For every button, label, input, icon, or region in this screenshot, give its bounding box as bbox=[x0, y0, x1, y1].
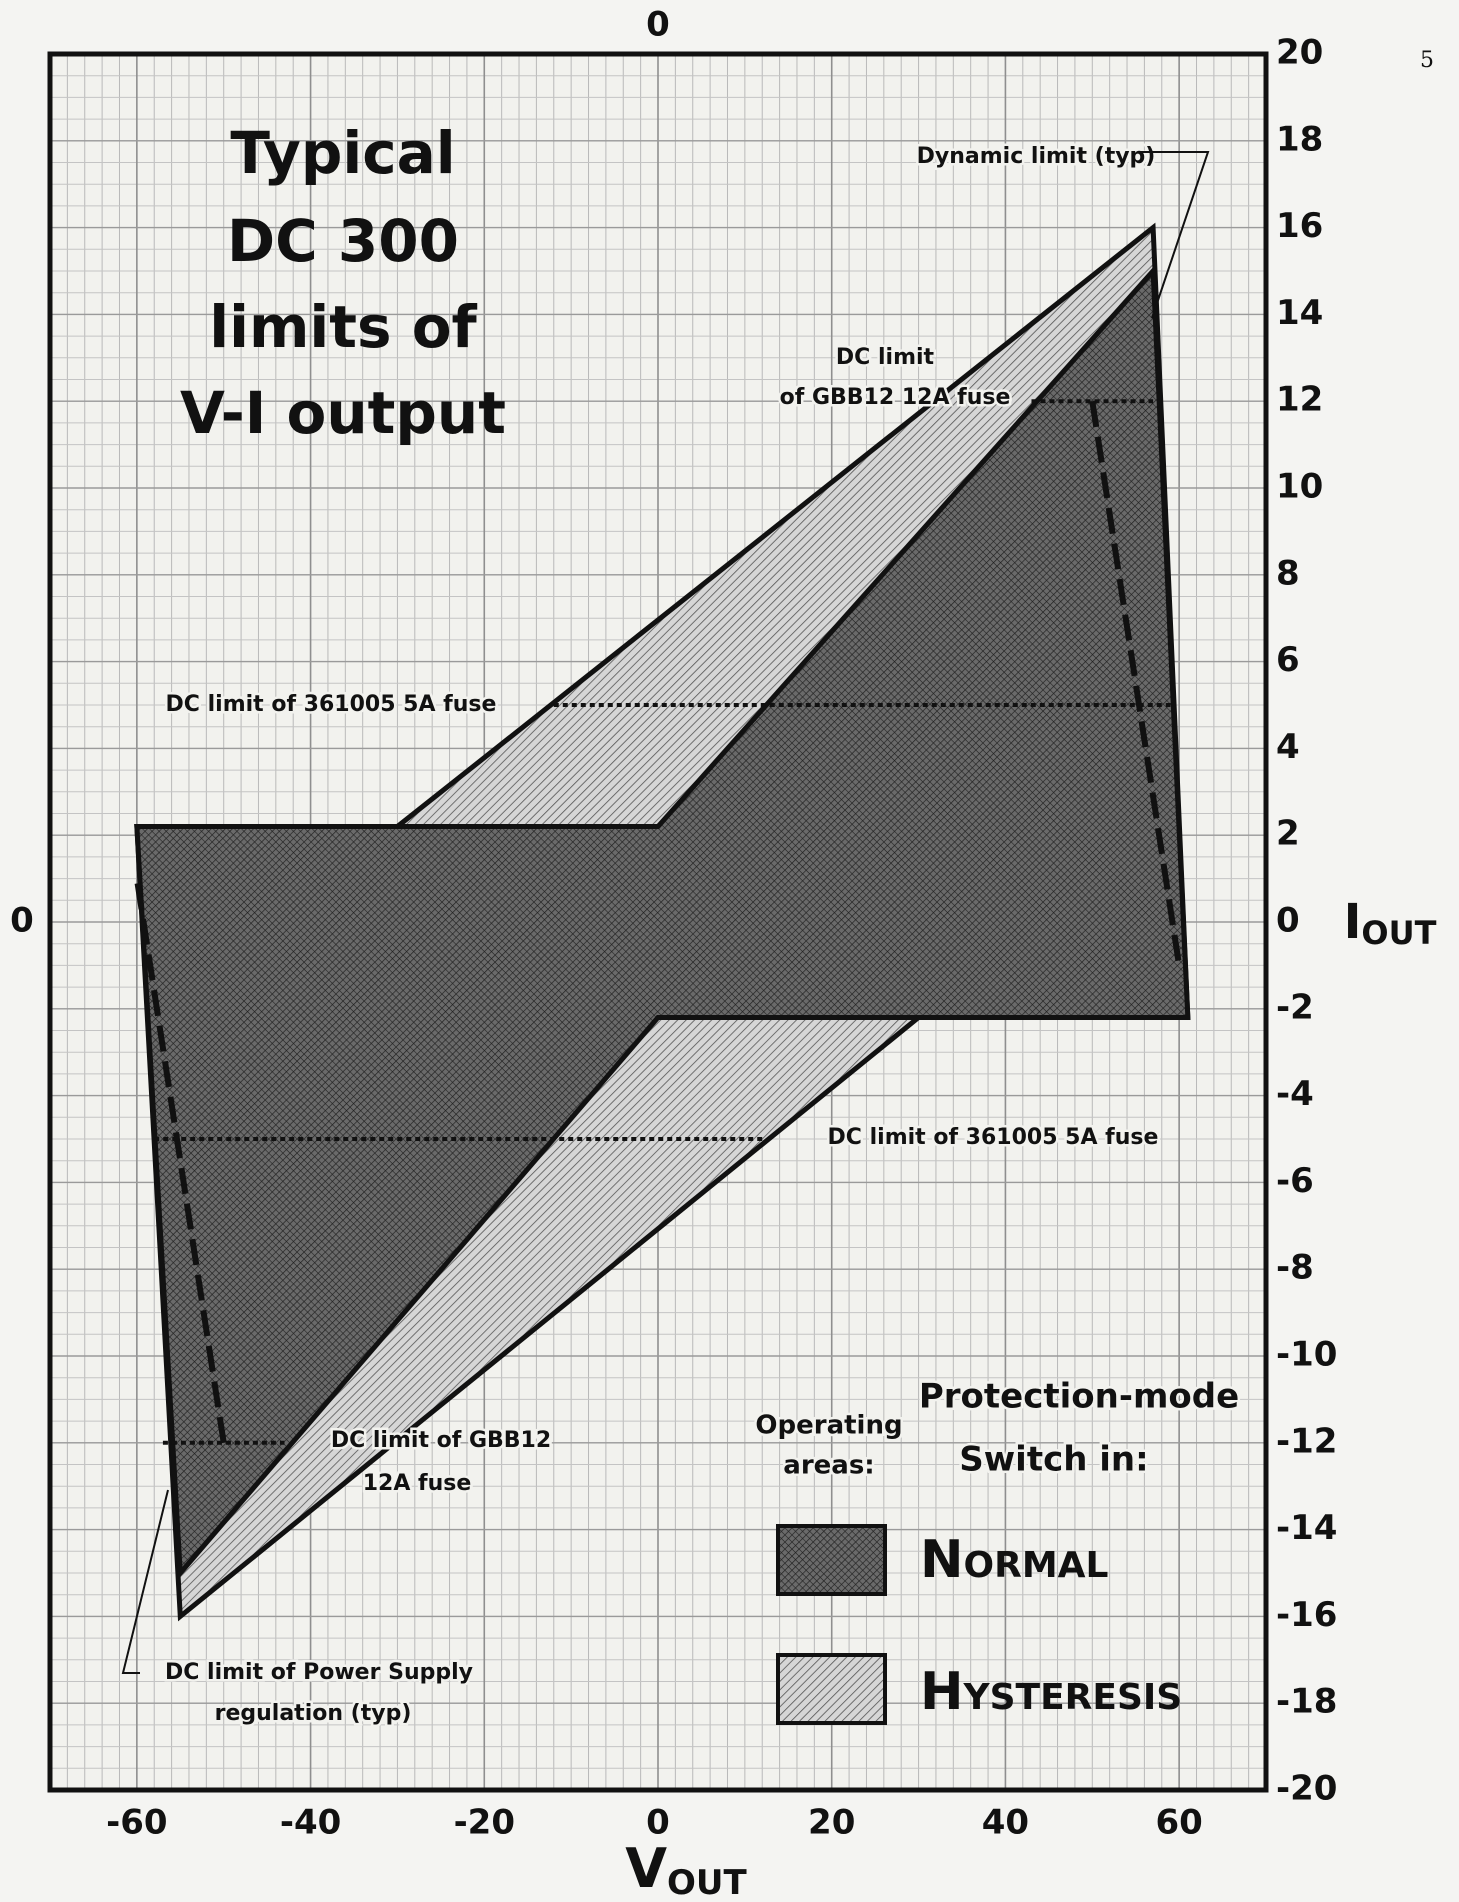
x-tick-label: 20 bbox=[808, 1803, 855, 1843]
limit-line bbox=[1089, 400, 1183, 966]
legend-heading: areas: bbox=[783, 1451, 874, 1481]
legend-title: Protection-mode bbox=[919, 1377, 1239, 1417]
annotation: DC limit bbox=[836, 345, 935, 370]
legend-swatch bbox=[776, 1524, 887, 1596]
x-tick-label: 0 bbox=[646, 1803, 670, 1843]
y-tick-label: 12 bbox=[1276, 380, 1323, 420]
y-tick-label: -10 bbox=[1276, 1335, 1337, 1375]
y-axis-label: IOUT bbox=[1344, 894, 1437, 952]
limit-line bbox=[133, 878, 227, 1444]
x-tick-label: 40 bbox=[982, 1803, 1029, 1843]
legend-heading: Operating bbox=[755, 1411, 902, 1441]
annotation: DC limit of 361005 5A fuse bbox=[166, 692, 497, 717]
y-tick-label: -4 bbox=[1276, 1074, 1314, 1114]
legend-swatch bbox=[776, 1653, 887, 1725]
annotation: DC limit of 361005 5A fuse bbox=[828, 1125, 1159, 1150]
y-tick-label: 0 bbox=[1276, 901, 1300, 941]
x-axis-label: VOUT bbox=[625, 1837, 747, 1902]
y-axis-label-sub: OUT bbox=[1361, 914, 1436, 952]
chart-title: V-I output bbox=[180, 379, 506, 447]
x-tick-label: -60 bbox=[106, 1803, 167, 1843]
y-tick-label: -8 bbox=[1276, 1248, 1314, 1288]
y-tick-label: -20 bbox=[1276, 1769, 1337, 1809]
annotation: 12A fuse bbox=[363, 1471, 472, 1496]
y-axis-label-main: I bbox=[1344, 894, 1362, 950]
y-tick-label: -12 bbox=[1276, 1421, 1337, 1461]
y-tick-label: 6 bbox=[1276, 640, 1300, 680]
x-top-tick-label: 0 bbox=[646, 5, 670, 45]
chart-title: Typical bbox=[230, 119, 455, 187]
y-tick-label: -6 bbox=[1276, 1161, 1314, 1201]
x-tick-label: -20 bbox=[454, 1803, 515, 1843]
y-tick-label: 4 bbox=[1276, 727, 1300, 767]
leader-line bbox=[121, 1489, 169, 1674]
y-tick-label: -2 bbox=[1276, 987, 1314, 1027]
y-tick-label: -18 bbox=[1276, 1682, 1337, 1722]
x-tick-label: -40 bbox=[280, 1803, 341, 1843]
y-tick-label: 18 bbox=[1276, 119, 1323, 159]
annotation: of GBB12 12A fuse bbox=[780, 385, 1011, 410]
x-tick-label: 60 bbox=[1155, 1803, 1202, 1843]
annotation: DC limit of Power Supply bbox=[165, 1660, 473, 1685]
x-axis-label-sub: OUT bbox=[667, 1863, 748, 1902]
legend-title: Switch in: bbox=[959, 1440, 1148, 1480]
chart-title: limits of bbox=[209, 293, 477, 361]
legend-label: Hysteresis bbox=[920, 1662, 1182, 1722]
y-tick-label: 16 bbox=[1276, 206, 1323, 246]
annotation: DC limit of GBB12 bbox=[331, 1428, 551, 1453]
y-tick-label: 10 bbox=[1276, 467, 1323, 507]
leader-line bbox=[1140, 151, 1210, 319]
x-axis-label-main: V bbox=[625, 1837, 667, 1900]
plot-frame bbox=[47, 51, 1269, 1793]
y-tick-label: -14 bbox=[1276, 1508, 1337, 1548]
y-tick-label: -16 bbox=[1276, 1595, 1337, 1635]
y-tick-label: 20 bbox=[1276, 33, 1323, 73]
y-left-tick-label: 0 bbox=[10, 901, 34, 941]
y-tick-label: 2 bbox=[1276, 814, 1300, 854]
page-number: 5 bbox=[1420, 48, 1434, 73]
legend-label: Normal bbox=[920, 1530, 1108, 1590]
y-tick-label: 8 bbox=[1276, 553, 1300, 593]
y-tick-label: 14 bbox=[1276, 293, 1323, 333]
operating-area bbox=[134, 264, 1191, 1580]
annotation: Dynamic limit (typ) bbox=[917, 144, 1156, 169]
annotation: regulation (typ) bbox=[215, 1701, 412, 1726]
chart-title: DC 300 bbox=[227, 207, 459, 275]
